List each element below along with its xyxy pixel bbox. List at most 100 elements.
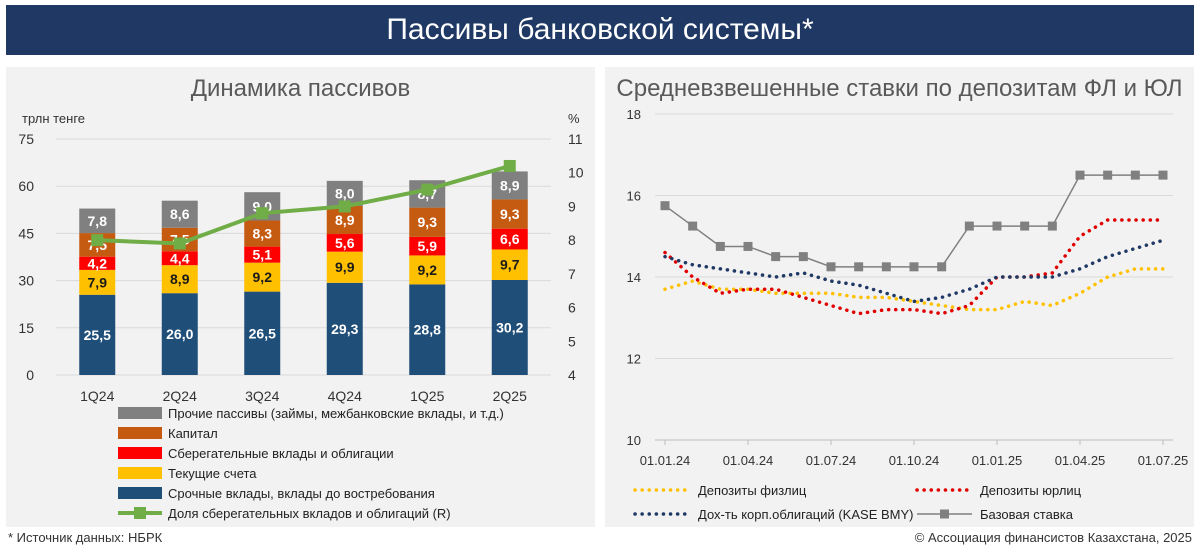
y2-tick-label: 11 [568, 131, 583, 147]
y2-tick-label: 7 [568, 266, 576, 282]
x-tick-label: 1Q24 [80, 388, 114, 404]
y2-tick-label: 8 [568, 232, 576, 248]
liabilities-chart: трлн тенге %01530456075456789101125,57,94… [18, 111, 584, 521]
bar-segment-srochnye [161, 293, 198, 375]
data-label: 9,7 [500, 257, 520, 273]
bar-segment-sberegatelnye [79, 256, 116, 270]
data-label: 4,2 [88, 255, 108, 271]
data-label: 5,9 [418, 238, 438, 254]
share-line-marker [503, 159, 516, 172]
base-rate-marker [992, 221, 1002, 231]
legend-label: Текущие счета [168, 466, 257, 481]
left-axis-unit: трлн тенге [22, 111, 85, 126]
y-tick-label: 12 [627, 352, 641, 367]
data-label: 7,9 [88, 274, 108, 290]
y-tick-label: 15 [18, 320, 34, 336]
legend-swatch [118, 447, 162, 459]
page-header: Пассивы банковской системы* [6, 5, 1194, 55]
legend-label: Дох-ть корп.облигаций (KASE BMY) [698, 507, 913, 522]
bar-segment-kapital [409, 207, 446, 237]
data-label: 8,0 [335, 185, 355, 201]
legend-marker [940, 509, 949, 519]
bar-segment-tekushchie [326, 251, 363, 283]
data-label: 28,8 [414, 322, 441, 338]
bar-segment-tekushchie [491, 249, 528, 280]
legend-swatch [118, 487, 162, 499]
y-tick-label: 0 [26, 367, 34, 383]
x-tick-label: 4Q24 [328, 388, 362, 404]
page-title: Пассивы банковской системы* [386, 13, 814, 46]
base-rate-marker [937, 262, 947, 272]
y-tick-label: 75 [18, 131, 34, 147]
data-label: 4,4 [170, 250, 190, 266]
legend-label: Срочные вклады, вклады до востребования [168, 486, 435, 501]
left-chart-panel: Динамика пассивов трлн тенге% 0 15 30 45 60 75… [6, 67, 595, 527]
y-tick-label: 18 [627, 107, 641, 122]
data-label: 5,6 [335, 235, 355, 251]
share-line-marker [91, 234, 104, 247]
legend-label: Капитал [168, 426, 218, 441]
source-note: * Источник данных: НБРК [8, 530, 163, 545]
x-tick-label: 3Q24 [245, 388, 279, 404]
base-rate-marker [798, 252, 808, 262]
x-tick-label: 01.04.25 [1055, 453, 1106, 468]
base-rate-marker [964, 221, 974, 231]
y-tick-label: 60 [18, 178, 34, 194]
legend-swatch [118, 427, 162, 439]
legend-marker [134, 507, 146, 519]
data-label: 9,3 [418, 214, 438, 230]
bar-segment-tekushchie [409, 255, 446, 285]
bar-segment-tekushchie [244, 262, 281, 292]
legend-swatch [118, 407, 162, 419]
series-line-bonds [663, 238, 1165, 304]
data-label: 6,6 [500, 231, 520, 247]
base-rate-marker [688, 221, 698, 231]
base-rate-marker [1020, 221, 1030, 231]
base-rate-marker [881, 262, 891, 272]
y-tick-label: 16 [627, 189, 641, 204]
x-tick-label: 01.10.24 [889, 453, 940, 468]
data-label: 26,5 [249, 325, 276, 341]
data-label: 8,9 [170, 271, 190, 287]
bar-segment-srochnye [409, 284, 446, 375]
series-line-base [664, 174, 1163, 268]
bar-segment-kapital [244, 220, 281, 247]
y2-tick-label: 5 [568, 333, 576, 349]
data-label: 26,0 [166, 326, 193, 342]
legend-label: Базовая ставка [980, 507, 1074, 522]
data-label: 8,9 [500, 177, 520, 193]
base-rate-marker [1158, 170, 1168, 180]
right-chart-panel: Средневзвешенные ставки по депозитам ФЛ … [605, 67, 1194, 527]
legend-swatch [118, 467, 162, 479]
base-rate-marker [826, 262, 836, 272]
bar-segment-srochnye [244, 291, 281, 375]
base-rate-marker [771, 252, 781, 262]
y2-tick-label: 10 [568, 165, 584, 181]
base-rate-marker [1130, 170, 1140, 180]
bar-segment-srochnye [491, 279, 528, 375]
y-tick-label: 45 [18, 225, 34, 241]
x-tick-label: 2Q25 [493, 388, 527, 404]
bar-segment-sberegatelnye [244, 246, 281, 263]
bar-segment-kapital [491, 199, 528, 229]
copyright-note: © Ассоциация финансистов Казахстана, 202… [914, 530, 1192, 545]
left-chart-title: Динамика пассивов [190, 75, 411, 102]
data-label: 7,8 [88, 213, 108, 229]
base-rate-marker [909, 262, 919, 272]
data-label: 30,2 [496, 319, 523, 335]
right-axis-unit: % [568, 111, 580, 126]
base-rate-marker [1047, 221, 1057, 231]
y2-tick-label: 6 [568, 300, 576, 316]
bar-segment-prochie [161, 200, 198, 228]
data-label: 8,9 [335, 212, 355, 228]
x-tick-label: 01.01.25 [972, 453, 1023, 468]
rates-chart: 10 12 14 16 18 01.01.24 01.04.24 01.07.24 01.10.… [627, 107, 1189, 522]
x-tick-label: 01.04.24 [723, 453, 774, 468]
bar-segment-sberegatelnye [326, 234, 363, 252]
bar-segment-srochnye [79, 294, 116, 375]
bar-segment-srochnye [326, 282, 363, 375]
legend-label: Депозиты физлиц [698, 483, 807, 498]
data-label: 8,3 [253, 226, 273, 242]
data-label: 8,6 [170, 206, 190, 222]
y2-tick-label: 9 [568, 198, 576, 214]
